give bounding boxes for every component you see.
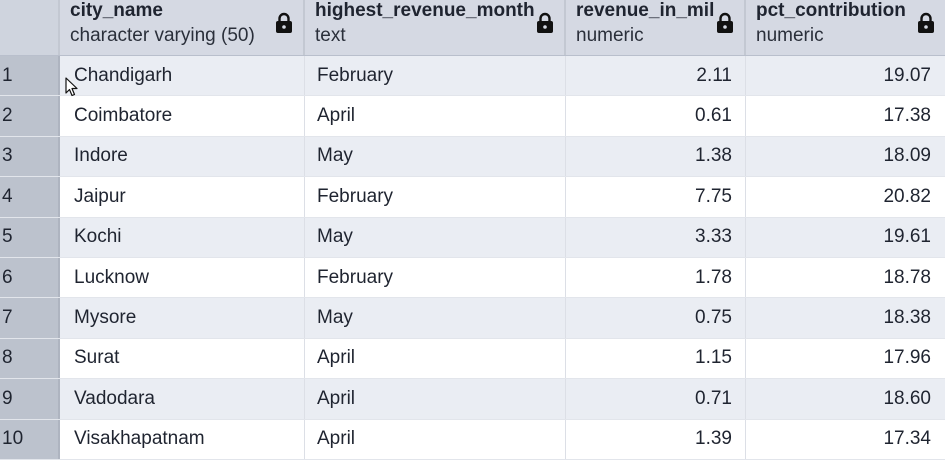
cell-city-name[interactable]: Visakhapatnam [60,420,305,459]
row-number[interactable]: 3 [0,137,60,176]
cell-city-name[interactable]: Jaipur [60,177,305,216]
cell-revenue-in-mil[interactable]: 1.38 [566,137,746,176]
row-number[interactable]: 4 [0,177,60,216]
cell-revenue-in-mil[interactable]: 0.75 [566,298,746,337]
cell-highest-revenue-month[interactable]: May [305,218,566,257]
cell-highest-revenue-month[interactable]: April [305,379,566,418]
cell-highest-revenue-month[interactable]: April [305,339,566,378]
column-header-revenue-in-mil[interactable]: revenue_in_mil numeric [566,0,746,55]
grid-body: 1 Chandigarh February 2.11 19.07 2 Coimbatore A… [0,56,945,460]
row-number[interactable]: 10 [0,420,60,459]
column-type: numeric [576,25,734,47]
table-row[interactable]: 5 Kochi May 3.33 19.61 [0,218,945,258]
row-number[interactable]: 6 [0,258,60,297]
row-number[interactable]: 9 [0,379,60,418]
lock-icon [917,12,935,34]
cell-city-name[interactable]: Vadodara [60,379,305,418]
cell-pct-contribution[interactable]: 19.61 [746,218,945,257]
cell-pct-contribution[interactable]: 17.34 [746,420,945,459]
column-name: city_name [70,1,293,21]
cell-pct-contribution[interactable]: 18.38 [746,298,945,337]
row-number[interactable]: 5 [0,218,60,257]
table-row[interactable]: 9 Vadodara April 0.71 18.60 [0,379,945,419]
row-number[interactable]: 2 [0,96,60,135]
cell-pct-contribution[interactable]: 18.60 [746,379,945,418]
cell-revenue-in-mil[interactable]: 1.78 [566,258,746,297]
cell-highest-revenue-month[interactable]: April [305,420,566,459]
column-name: pct_contribution [756,1,935,21]
table-row[interactable]: 2 Coimbatore April 0.61 17.38 [0,96,945,136]
cell-city-name[interactable]: Lucknow [60,258,305,297]
column-type: numeric [756,25,935,47]
cell-city-name[interactable]: Surat [60,339,305,378]
table-row[interactable]: 6 Lucknow February 1.78 18.78 [0,258,945,298]
lock-icon [275,12,293,34]
column-type: character varying (50) [70,25,293,47]
column-type: text [315,25,554,47]
table-row[interactable]: 7 Mysore May 0.75 18.38 [0,298,945,338]
cell-pct-contribution[interactable]: 17.96 [746,339,945,378]
cell-revenue-in-mil[interactable]: 0.61 [566,96,746,135]
cell-highest-revenue-month[interactable]: February [305,177,566,216]
cell-revenue-in-mil[interactable]: 3.33 [566,218,746,257]
grid-header: city_name character varying (50) highest… [0,0,945,56]
cell-pct-contribution[interactable]: 19.07 [746,56,945,95]
column-header-city-name[interactable]: city_name character varying (50) [60,0,305,55]
lock-icon [536,12,554,34]
column-name: highest_revenue_month [315,1,554,21]
cell-pct-contribution[interactable]: 18.78 [746,258,945,297]
cell-revenue-in-mil[interactable]: 1.39 [566,420,746,459]
cell-revenue-in-mil[interactable]: 7.75 [566,177,746,216]
row-number-header[interactable] [0,0,60,55]
cell-highest-revenue-month[interactable]: February [305,56,566,95]
table-row[interactable]: 8 Surat April 1.15 17.96 [0,339,945,379]
cell-city-name[interactable]: Mysore [60,298,305,337]
cell-highest-revenue-month[interactable]: May [305,137,566,176]
column-name: revenue_in_mil [576,1,734,21]
table-row[interactable]: 1 Chandigarh February 2.11 19.07 [0,56,945,96]
table-row[interactable]: 4 Jaipur February 7.75 20.82 [0,177,945,217]
cell-city-name[interactable]: Coimbatore [60,96,305,135]
cell-revenue-in-mil[interactable]: 0.71 [566,379,746,418]
cell-revenue-in-mil[interactable]: 2.11 [566,56,746,95]
cell-city-name[interactable]: Indore [60,137,305,176]
cell-highest-revenue-month[interactable]: May [305,298,566,337]
cell-pct-contribution[interactable]: 17.38 [746,96,945,135]
cell-highest-revenue-month[interactable]: February [305,258,566,297]
mouse-pointer-icon [65,77,79,97]
cell-city-name[interactable]: Kochi [60,218,305,257]
cell-revenue-in-mil[interactable]: 1.15 [566,339,746,378]
row-number[interactable]: 8 [0,339,60,378]
cell-highest-revenue-month[interactable]: April [305,96,566,135]
row-number[interactable]: 7 [0,298,60,337]
column-header-pct-contribution[interactable]: pct_contribution numeric [746,0,945,55]
cell-city-name[interactable]: Chandigarh [60,56,305,95]
lock-icon [716,12,734,34]
table-row[interactable]: 3 Indore May 1.38 18.09 [0,137,945,177]
table-row[interactable]: 10 Visakhapatnam April 1.39 17.34 [0,420,945,460]
row-number[interactable]: 1 [0,56,60,95]
cell-pct-contribution[interactable]: 18.09 [746,137,945,176]
column-header-highest-revenue-month[interactable]: highest_revenue_month text [305,0,566,55]
cell-pct-contribution[interactable]: 20.82 [746,177,945,216]
